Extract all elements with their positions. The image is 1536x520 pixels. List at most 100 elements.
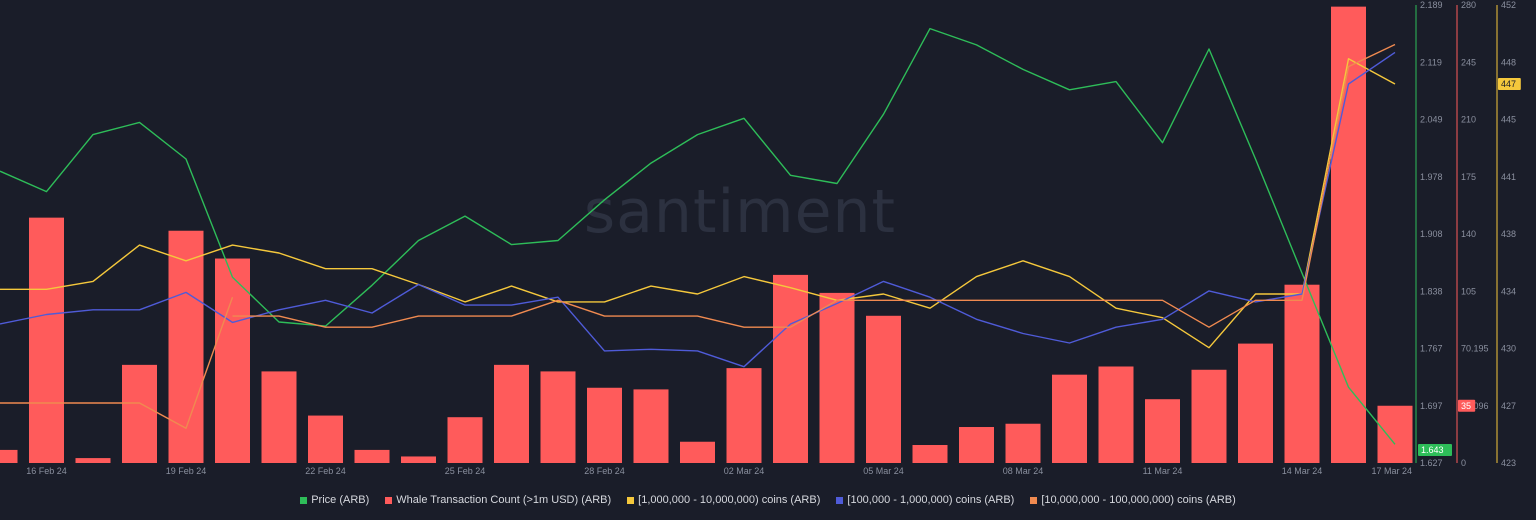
- badge-whale: 35: [1458, 399, 1476, 412]
- x-tick-label: 16 Feb 24: [26, 466, 67, 476]
- y-tick-whale: 0: [1461, 458, 1466, 468]
- y-tick-price: 1.627: [1420, 458, 1443, 468]
- x-tick-label: 22 Feb 24: [305, 466, 346, 476]
- bar-whale-3: [122, 364, 157, 463]
- chart-plot: santiment 16 Feb 24 19 Feb 24 22 Feb 24 25 F…: [0, 0, 1521, 476]
- bar-whale-0: [0, 449, 18, 463]
- y-tick-price: 1.978: [1420, 172, 1443, 182]
- x-tick-label: 05 Mar 24: [863, 466, 904, 476]
- y-tick-supply: 441: [1501, 172, 1516, 182]
- badge-supply: 447: [1498, 77, 1521, 90]
- bar-whale-18: [819, 292, 855, 463]
- y-tick-supply: 438: [1501, 229, 1516, 239]
- legend-item-10m-100m[interactable]: [10,000,000 - 100,000,000) coins (ARB): [1030, 494, 1236, 506]
- y-tick-price: 1.767: [1420, 344, 1443, 354]
- legend-item-100k-1m[interactable]: [100,000 - 1,000,000) coins (ARB): [836, 494, 1014, 506]
- bar-whale-24: [1098, 366, 1134, 463]
- bar-whale-30: [1377, 405, 1413, 463]
- bar-whale-13: [587, 387, 622, 463]
- line-series-4: [0, 296, 234, 429]
- line-series-2: [0, 51, 1396, 368]
- badge-whale-bg: [1458, 399, 1476, 412]
- line-series-3: [232, 43, 1396, 328]
- x-tick-label: 25 Feb 24: [445, 466, 486, 476]
- badge-price-bg: [1418, 443, 1452, 456]
- bar-whale-28: [1284, 284, 1320, 463]
- bar-whale-26: [1191, 369, 1227, 463]
- bar-whale-10: [447, 417, 483, 463]
- y-tick-whale: 70.195: [1461, 344, 1489, 354]
- legend-label-10m-100m: [10,000,000 - 100,000,000) coins (ARB): [1041, 494, 1236, 506]
- line-series-1: [0, 58, 1396, 349]
- bar-whale-20: [912, 445, 948, 463]
- legend-item-1m-10m[interactable]: [1,000,000 - 10,000,000) coins (ARB): [627, 494, 820, 506]
- y-tick-whale: 175: [1461, 172, 1476, 182]
- y-tick-supply: 434: [1501, 286, 1516, 296]
- legend-swatch-1m-10m: [627, 496, 635, 504]
- bar-whale-21: [959, 427, 994, 463]
- x-tick-label: 17 Mar 24: [1371, 466, 1412, 476]
- y-tick-price: 1.838: [1420, 286, 1443, 296]
- legend-swatch-100k-1m: [836, 496, 844, 504]
- bar-whale-27: [1238, 343, 1273, 463]
- bar-whale-9: [401, 456, 436, 463]
- y-tick-supply: 423: [1501, 458, 1516, 468]
- legend-item-whale[interactable]: Whale Transaction Count (>1m USD) (ARB): [385, 494, 611, 506]
- bar-whale-11: [494, 364, 529, 463]
- bar-whale-5: [215, 258, 250, 463]
- x-tick-label: 19 Feb 24: [166, 466, 207, 476]
- y-tick-supply: 445: [1501, 115, 1516, 125]
- y-tick-supply: 427: [1501, 401, 1516, 411]
- legend-label-100k-1m: [100,000 - 1,000,000) coins (ARB): [847, 494, 1015, 506]
- x-tick-label: 11 Mar 24: [1143, 466, 1183, 476]
- y-tick-price: 2.119: [1420, 57, 1442, 67]
- y-tick-whale: 105: [1461, 286, 1476, 296]
- bar-whale-17: [773, 274, 808, 463]
- x-tick-label: 08 Mar 24: [1003, 466, 1044, 476]
- bar-whale-8: [354, 449, 390, 463]
- legend-swatch-price: [300, 496, 308, 504]
- chart-legend: Price (ARB) Whale Transaction Count (>1m…: [0, 490, 1536, 510]
- badge-price: 1.643: [1418, 443, 1452, 456]
- y-tick-supply: 430: [1501, 344, 1516, 354]
- badge-price-text: 1.643: [1421, 445, 1444, 455]
- bar-whale-16: [726, 368, 762, 463]
- y-tick-price: 2.049: [1420, 115, 1443, 125]
- legend-label-price: Price (ARB): [311, 494, 370, 506]
- legend-item-price[interactable]: Price (ARB): [300, 494, 369, 506]
- legend-label-whale: Whale Transaction Count (>1m USD) (ARB): [396, 494, 612, 506]
- bar-whale-15: [680, 441, 715, 463]
- y-tick-price: 2.189: [1420, 0, 1443, 10]
- y-tick-supply: 448: [1501, 57, 1516, 67]
- legend-swatch-whale: [385, 496, 393, 504]
- bar-whale-22: [1005, 423, 1041, 463]
- legend-swatch-10m-100m: [1030, 496, 1038, 504]
- y-tick-price: 1.908: [1420, 229, 1443, 239]
- badge-supply-bg: [1498, 77, 1521, 90]
- bar-whale-2: [75, 458, 111, 463]
- bar-whale-6: [261, 371, 297, 463]
- bar-whale-19: [866, 315, 901, 463]
- x-tick-label: 14 Mar 24: [1282, 466, 1323, 476]
- bar-whale-12: [540, 371, 576, 463]
- badge-whale-text: 35: [1461, 401, 1471, 411]
- watermark-text: santiment: [584, 177, 896, 247]
- bar-whale-4: [168, 230, 204, 463]
- bar-whale-25: [1145, 399, 1180, 463]
- x-tick-label: 28 Feb 24: [584, 466, 625, 476]
- x-tick-label: 02 Mar 24: [724, 466, 765, 476]
- badge-supply-text: 447: [1501, 79, 1516, 89]
- bar-whale-14: [633, 389, 669, 463]
- bar-whale-23: [1052, 374, 1087, 463]
- y-tick-price: 1.697: [1420, 401, 1443, 411]
- bar-series-whale: [0, 6, 1413, 464]
- y-tick-whale: 245: [1461, 57, 1476, 67]
- y-tick-whale: 280: [1461, 0, 1476, 10]
- y-tick-whale: 140: [1461, 229, 1476, 239]
- y-tick-supply: 452: [1501, 0, 1516, 10]
- legend-label-1m-10m: [1,000,000 - 10,000,000) coins (ARB): [638, 494, 821, 506]
- bar-whale-7: [308, 415, 343, 463]
- line-series-0: [0, 27, 1396, 445]
- y-tick-whale: 210: [1461, 115, 1476, 125]
